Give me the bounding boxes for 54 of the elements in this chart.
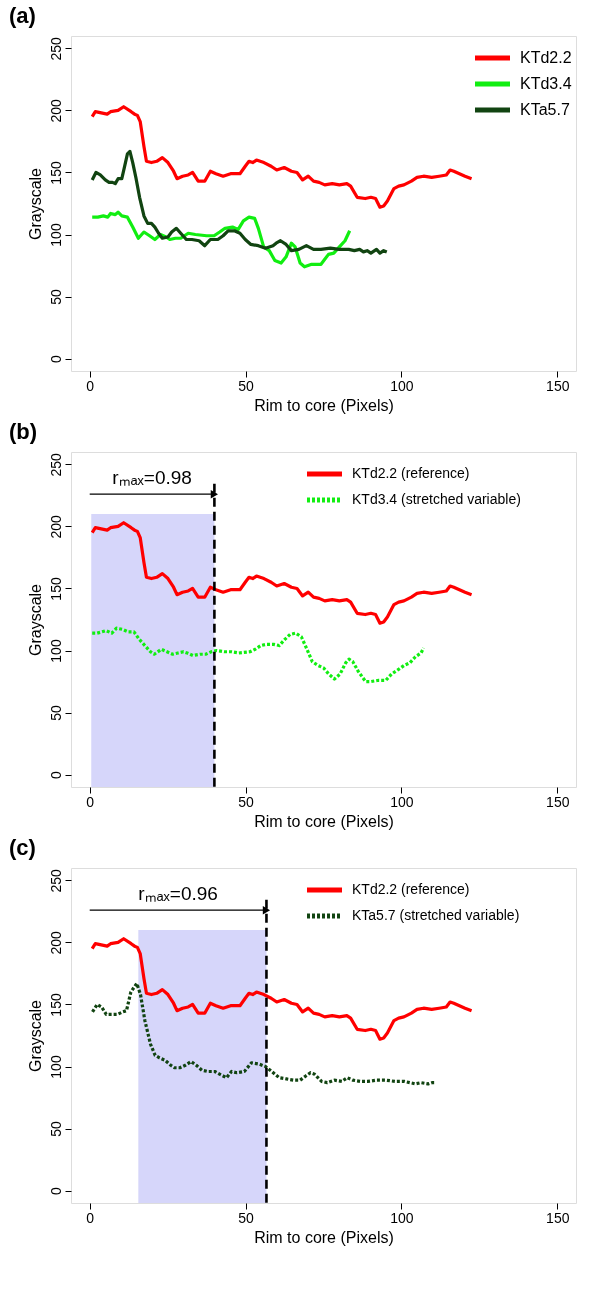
annotation: rₘₐₓ=0.96: [138, 883, 218, 905]
x-tick-label: 100: [390, 377, 414, 394]
legend-label: KTd2.2 (reference): [352, 465, 470, 481]
x-tick-label: 0: [86, 1209, 95, 1226]
line-series: [90, 626, 426, 684]
chart-title: (b): [9, 419, 38, 444]
y-tick-label: 200: [47, 931, 64, 955]
y-tick-label: 250: [47, 37, 64, 61]
chart-title: (c): [9, 835, 36, 860]
x-axis-title: Rim to core (Pixels): [254, 1228, 394, 1246]
y-tick-label: 150: [47, 577, 64, 601]
legend-label: KTd3.4 (stretched variable): [352, 491, 521, 507]
y-tick-label: 250: [47, 869, 64, 893]
y-tick-label: 150: [47, 161, 64, 185]
x-axis-title: Rim to core (Pixels): [254, 812, 394, 830]
annotation: rₘₐₓ=0.98: [112, 467, 192, 489]
legend-label: KTd2.2: [520, 49, 572, 66]
y-tick-label: 200: [47, 99, 64, 123]
legend-label: KTd3.4: [520, 75, 572, 92]
y-tick-label: 100: [47, 639, 64, 663]
x-tick-label: 0: [86, 793, 95, 810]
y-tick-label: 0: [47, 1186, 64, 1195]
y-tick-label: 50: [47, 289, 64, 305]
line-series: [90, 521, 474, 625]
y-tick-label: 100: [47, 1055, 64, 1079]
x-tick-label: 50: [238, 1209, 255, 1226]
x-tick-label: 50: [238, 377, 255, 394]
line-series: [90, 937, 474, 1041]
x-tick-label: 150: [546, 377, 570, 394]
y-axis-title: Grayscale: [26, 999, 44, 1073]
chart-title: (a): [9, 3, 36, 28]
legend-label: KTd2.2 (reference): [352, 881, 470, 897]
y-tick-label: 50: [47, 705, 64, 721]
line-series: [90, 149, 389, 255]
y-tick-label: 200: [47, 515, 64, 539]
y-tick-label: 0: [47, 354, 64, 363]
y-tick-label: 150: [47, 993, 64, 1017]
legend-label: KTa5.7 (stretched variable): [352, 907, 520, 923]
x-tick-label: 0: [86, 377, 95, 394]
x-tick-label: 100: [390, 793, 414, 810]
x-tick-label: 150: [546, 1209, 570, 1226]
y-tick-label: 0: [47, 770, 64, 779]
x-tick-label: 50: [238, 793, 255, 810]
line-series: [90, 210, 352, 269]
y-axis-title: Grayscale: [26, 167, 44, 241]
y-tick-label: 50: [47, 1121, 64, 1137]
x-tick-label: 150: [546, 793, 570, 810]
y-axis-title: Grayscale: [26, 583, 44, 657]
x-tick-label: 100: [390, 1209, 414, 1226]
legend-label: KTa5.7: [520, 101, 570, 118]
x-axis-title: Rim to core (Pixels): [254, 396, 394, 414]
y-tick-label: 100: [47, 223, 64, 247]
y-tick-label: 250: [47, 453, 64, 477]
line-series: [90, 105, 474, 209]
